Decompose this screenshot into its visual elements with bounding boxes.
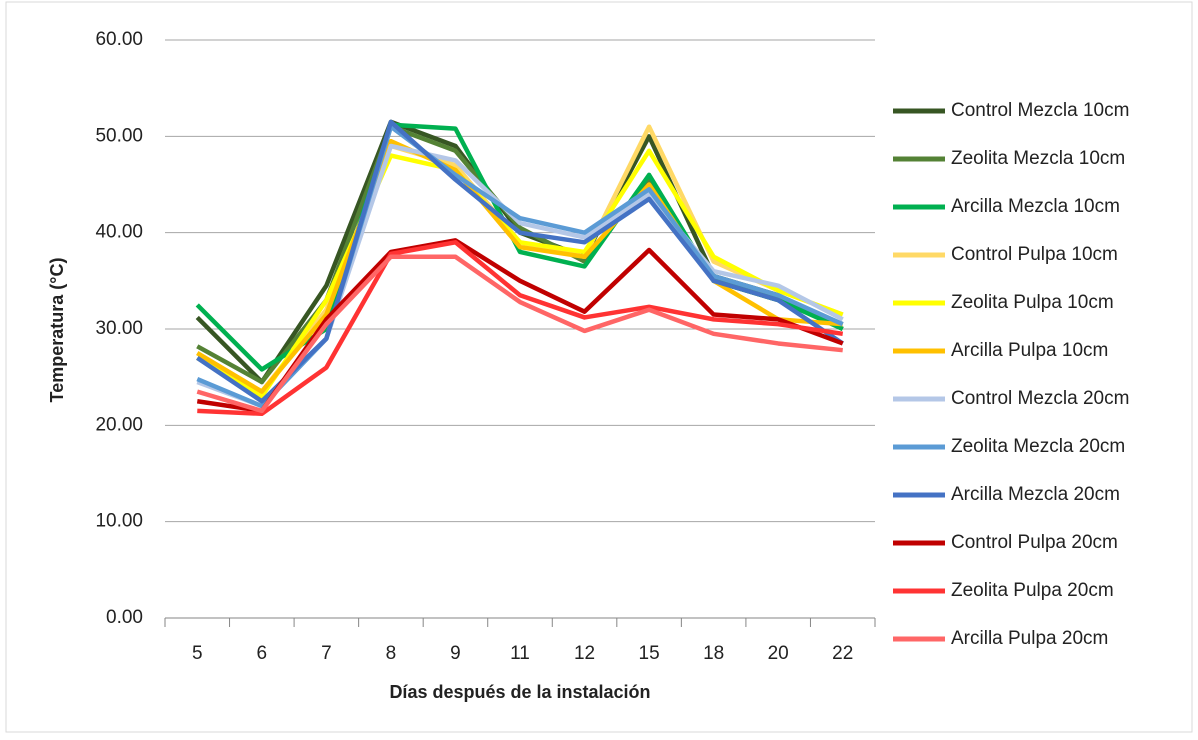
- y-tick-label: 0.00: [106, 607, 143, 628]
- legend-label: Control Mezcla 20cm: [951, 388, 1129, 409]
- y-tick-label: 10.00: [95, 511, 143, 532]
- legend-label: Zeolita Pulpa 10cm: [951, 292, 1114, 313]
- series-line: [197, 240, 844, 417]
- x-tick-label: 15: [639, 643, 660, 664]
- legend-label: Control Mezcla 10cm: [951, 100, 1129, 121]
- series-line: [196, 148, 844, 399]
- x-tick-label: 9: [450, 643, 461, 664]
- x-tick-label: 12: [574, 643, 595, 664]
- legend-label: Control Pulpa 20cm: [951, 532, 1118, 553]
- legend-label: Arcilla Mezcla 10cm: [951, 196, 1120, 217]
- series-line: [196, 119, 844, 404]
- legend-label: Zeolita Mezcla 10cm: [951, 148, 1125, 169]
- legend-label: Control Pulpa 10cm: [951, 244, 1118, 265]
- x-axis-title: Días después de la instalación: [389, 682, 650, 702]
- x-tick-label: 22: [832, 643, 853, 664]
- series-line: [196, 254, 843, 414]
- x-tick-label: 11: [510, 643, 530, 664]
- y-tick-label: 50.00: [95, 125, 143, 146]
- y-axis-title: Temperatura (°C): [47, 258, 67, 403]
- y-tick-label: 40.00: [95, 222, 143, 243]
- series-line: [196, 138, 843, 394]
- legend-label: Zeolita Mezcla 20cm: [951, 436, 1125, 457]
- legend-label: Zeolita Pulpa 20cm: [951, 580, 1114, 601]
- x-tick-label: 5: [192, 643, 203, 664]
- y-tick-label: 30.00: [95, 318, 143, 339]
- chart-border: [5, 1, 1193, 733]
- x-tick-label: 20: [768, 643, 789, 664]
- legend-label: Arcilla Pulpa 10cm: [951, 340, 1108, 361]
- x-tick-label: 18: [703, 643, 724, 664]
- y-tick-label: 60.00: [95, 29, 143, 50]
- x-tick-label: 8: [386, 643, 397, 664]
- legend-label: Arcilla Mezcla 20cm: [951, 484, 1120, 505]
- legend-label: Arcilla Pulpa 20cm: [951, 628, 1108, 649]
- y-tick-label: 20.00: [95, 414, 143, 435]
- x-tick-label: 6: [257, 643, 268, 664]
- x-tick-label: 7: [321, 643, 332, 664]
